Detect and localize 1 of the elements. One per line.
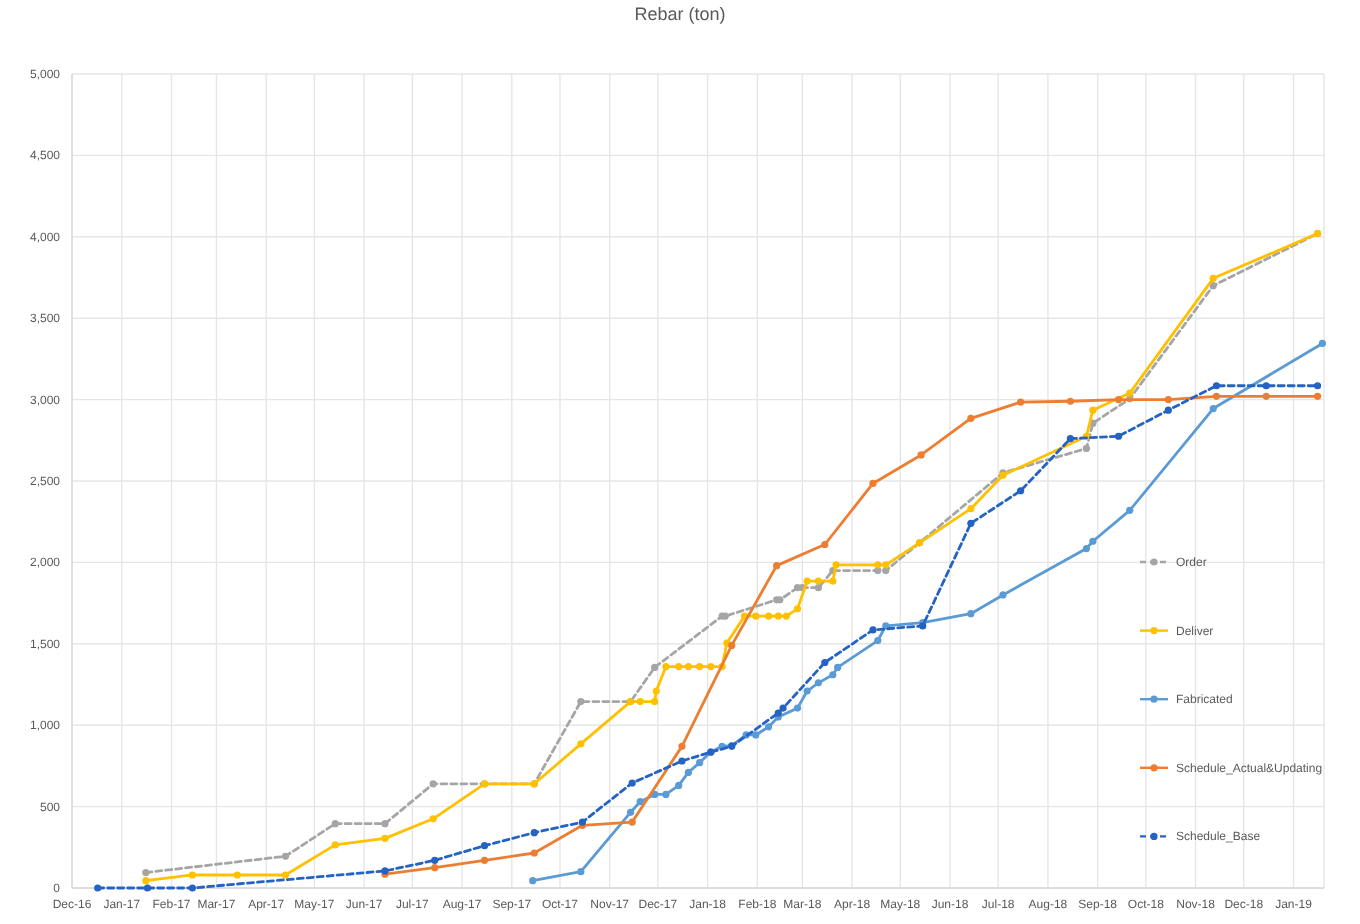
chart-title: Rebar (ton) — [634, 4, 726, 24]
